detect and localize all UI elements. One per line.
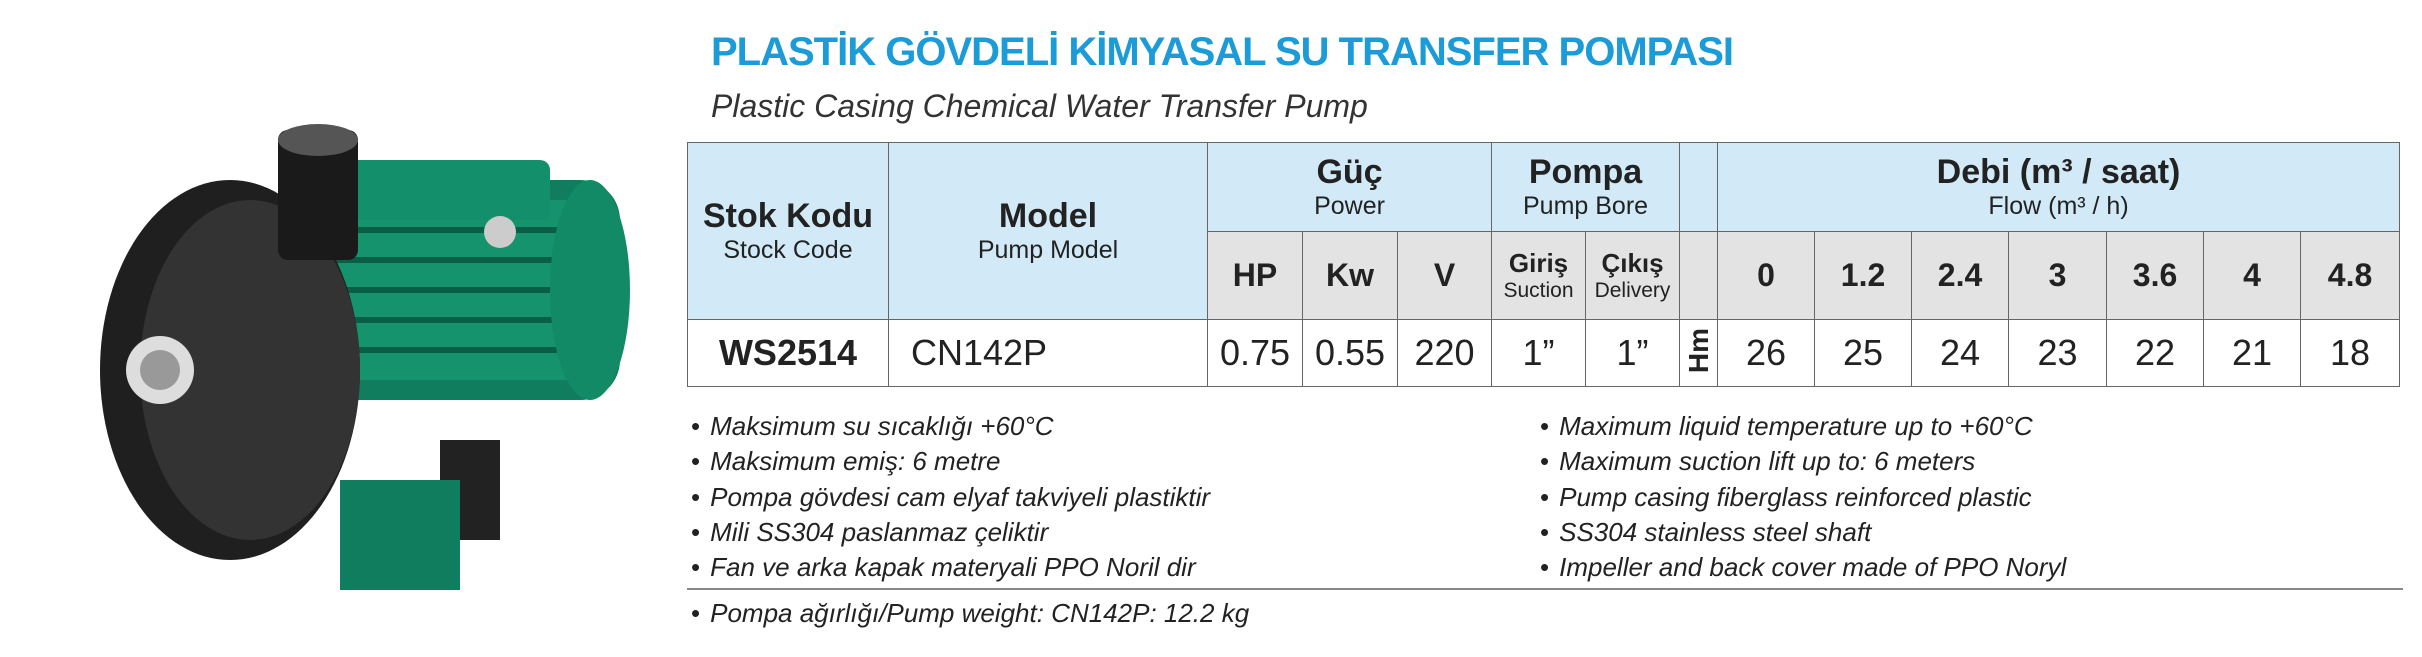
note: Fan ve arka kapak materyali PPO Noril di… [691,550,1210,585]
note: Maksimum emiş: 6 metre [691,444,1210,479]
bore-tr: Giriş [1508,248,1569,278]
head-cell: 22 [2106,319,2205,387]
header-en: Pump Bore [1522,192,1649,220]
flow-cell: 4.8 [2300,231,2401,320]
header-tr: Güç [1316,153,1383,191]
header-tr: Pompa [1528,153,1643,191]
bore-tr: Çıkış [1601,248,1664,278]
bore-en: Suction [1503,279,1574,302]
note: SS304 stainless steel shaft [1540,515,2066,550]
note: Maximum liquid temperature up to +60°C [1540,409,2066,444]
data-cell: 1” [1585,319,1681,387]
pump-illustration [100,124,630,590]
note: Pompa ağırlığı/Pump weight: CN142P: 12.2… [691,596,1249,631]
header-tr: Stok Kodu [703,197,873,235]
header-cell [1679,142,1719,232]
note: Mili SS304 paslanmaz çeliktir [691,515,1210,550]
note: Pump casing fiberglass reinforced plasti… [1540,480,2066,515]
header-cell: Pompa Pump Bore [1491,142,1681,232]
weight-note: Pompa ağırlığı/Pump weight: CN142P: 12.2… [691,596,1249,631]
data-cell: CN142P [888,319,1208,387]
head-cell: 23 [2008,319,2108,387]
data-cell: 0.55 [1302,319,1398,387]
head-cell: 24 [1911,319,2010,387]
unit-cell: HP [1207,231,1303,320]
header-en: Flow (m³ / h) [1988,192,2129,220]
bore-en: Delivery [1594,279,1671,302]
data-cell: 220 [1396,319,1493,387]
data-cell: WS2514 [687,319,889,387]
head-label: Hm [1682,327,1714,374]
head-cell: 26 [1717,319,1816,387]
header-cell: Güç Power [1206,142,1493,232]
flow-cell: 2.4 [1911,231,2010,320]
header-cell: Debi (m³ / saat) Flow (m³ / h) [1717,142,2401,232]
header-tr: Debi (m³ / saat) [1936,153,2181,191]
bore-cell: Giriş Suction [1491,231,1587,320]
header-en: Pump Model [977,236,1119,264]
notes-tr: Maksimum su sıcaklığı +60°CMaksimum emiş… [691,409,1210,585]
note: Maximum suction lift up to: 6 meters [1540,444,2066,479]
header-en: Stock Code [723,236,853,264]
header-cell: Stok Kodu Stock Code [687,142,889,320]
header-cell: Model Pump Model [888,142,1208,320]
flow-cell: 1.2 [1814,231,1913,320]
head-cell: 21 [2203,319,2302,387]
flow-cell: 3 [2008,231,2108,320]
data-cell: 1” [1491,319,1587,387]
note: Maksimum su sıcaklığı +60°C [691,409,1210,444]
blank-cell [1679,231,1719,320]
bore-cell: Çıkış Delivery [1585,231,1681,320]
subtitle: Plastic Casing Chemical Water Transfer P… [711,88,1368,124]
flow-cell: 3.6 [2106,231,2205,320]
head-cell: 25 [1814,319,1913,387]
unit-cell: Kw [1302,231,1398,320]
data-cell: 0.75 [1207,319,1303,387]
title: PLASTİK GÖVDELİ KİMYASAL SU TRANSFER POM… [711,30,1734,74]
header-en: Power [1314,192,1385,220]
notes-en: Maximum liquid temperature up to +60°CMa… [1540,409,2066,585]
flow-cell: 0 [1717,231,1816,320]
header-tr: Model [998,197,1098,235]
note: Pompa gövdesi cam elyaf takviyeli plasti… [691,480,1210,515]
flow-cell: 4 [2203,231,2302,320]
head-label-cell: Hm [1679,319,1719,387]
note: Impeller and back cover made of PPO Nory… [1540,550,2066,585]
divider [687,588,2403,590]
unit-cell: V [1396,231,1493,320]
head-cell: 18 [2300,319,2401,387]
spec-table: Stok Kodu Stock Code Model Pump Model Güç P… [687,142,2401,387]
